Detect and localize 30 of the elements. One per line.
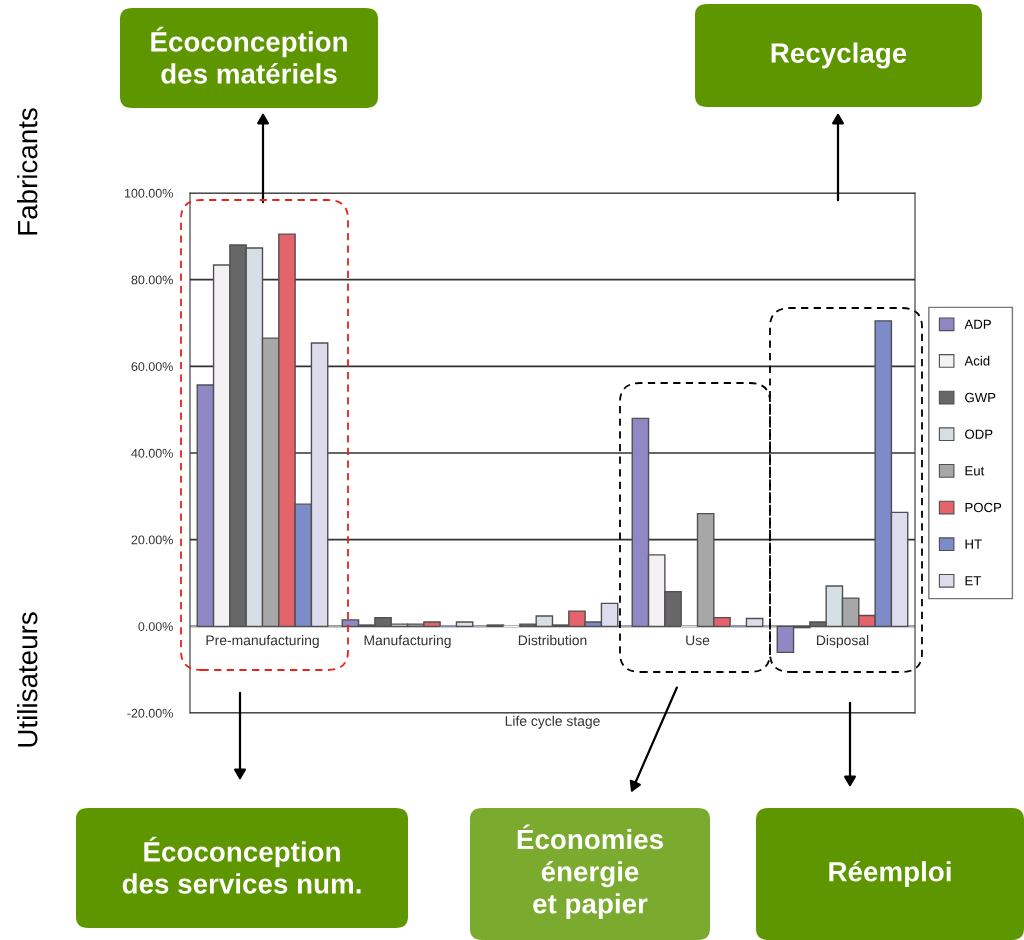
y-tick-label: 60.00% [131,362,173,371]
legend-label: ADP [964,319,991,329]
y-tick-label: 100.00% [124,188,173,198]
legend-label: ET [965,576,982,586]
legend-label: HT [965,539,982,549]
bar [455,621,474,628]
legend-label: Acid [964,355,990,366]
x-tick-label: Distribution [518,635,587,646]
x-tick-label: Disposal [817,635,869,648]
text: Fabricants [17,108,38,235]
y-tick-label: 20.00% [131,535,173,545]
text: Utilisateurs [17,612,38,747]
text: Économies énergie et papier [517,824,663,920]
text: Recyclage [771,42,907,69]
y-tick-label: -20.00% [127,708,173,718]
legend-label: GWP [965,392,996,403]
x-tick-label: Use [686,635,710,646]
x-tick-label: Pre-manufacturing [206,635,319,648]
x-axis-title: Life cycle stage [505,715,600,729]
text: Réemploi [829,860,951,888]
x-tick-label: Manufacturing [364,635,451,648]
legend-label: Eut [965,466,985,476]
text: Écoconception des services num. [122,836,361,894]
bar [745,617,764,628]
y-tick-label: 0.00% [138,622,173,631]
text: Écoconception des matériels [151,26,347,84]
y-tick-label: 40.00% [131,448,173,458]
legend-label: POCP [965,502,1002,513]
y-tick-label: 80.00% [131,275,173,285]
legend-label: ODP [965,429,993,439]
